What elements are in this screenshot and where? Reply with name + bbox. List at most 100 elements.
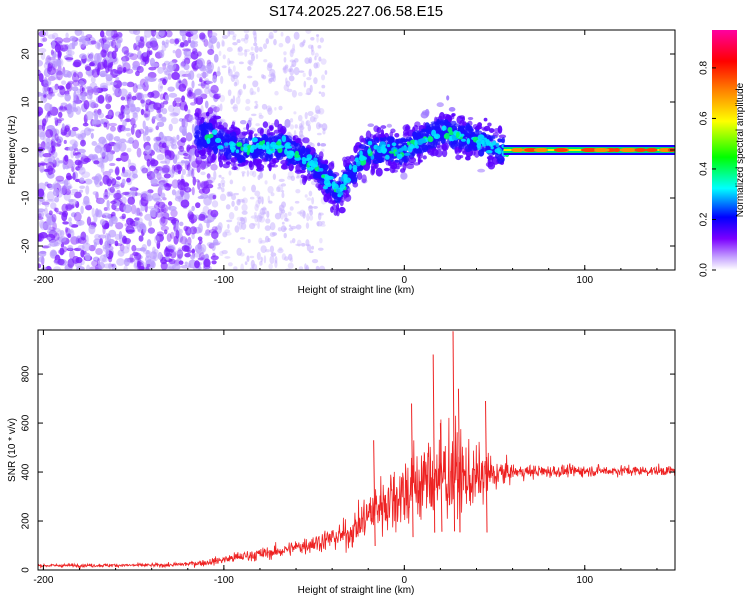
spectrogram-peak <box>281 135 287 143</box>
spectrogram-blob <box>231 200 235 207</box>
spectrogram-x-tick-label: -200 <box>33 275 53 286</box>
spectrogram-blob <box>191 186 195 196</box>
spectrogram-blob <box>81 171 91 179</box>
spectrogram-peak <box>249 146 255 154</box>
spectrogram-blob <box>173 97 183 103</box>
spectrogram-blob <box>150 260 156 269</box>
spectrogram-blob <box>189 226 197 235</box>
snr-x-tick-label: 0 <box>402 575 408 586</box>
spectrogram-blob <box>263 59 268 63</box>
spectrogram-blob <box>81 95 85 101</box>
spectrogram-blob <box>159 77 166 81</box>
spectrogram-y-tick-label: 10 <box>21 96 32 108</box>
spectrogram-blob <box>42 153 52 158</box>
spectrogram-blob <box>64 165 70 170</box>
spectrogram-blob <box>165 94 170 102</box>
spectrogram-blob <box>134 191 138 197</box>
spectrogram-blob <box>208 229 218 234</box>
spectrogram-blob <box>51 58 60 67</box>
spectrogram-blob <box>179 41 185 48</box>
spectrogram-peak <box>380 147 388 154</box>
spectrogram-blob <box>261 103 268 110</box>
spectrogram-blob <box>44 207 48 217</box>
spectrogram-blob <box>142 225 147 234</box>
spectrogram-blob <box>52 151 58 159</box>
spectrogram-blob <box>105 74 113 82</box>
spectrogram-blob <box>100 49 107 58</box>
spectrogram-blob <box>116 258 125 266</box>
spectrogram-blob <box>109 82 118 86</box>
spectrogram-blob <box>180 265 190 269</box>
spectrogram-blob <box>41 198 46 203</box>
spectrogram-blob <box>274 90 279 96</box>
spectrogram-blob <box>186 173 191 178</box>
spectrogram-blob <box>394 133 400 138</box>
spectrogram-blob <box>123 107 131 115</box>
spectrogram-blob <box>483 125 491 132</box>
spectrogram-blob <box>291 237 296 244</box>
spectrogram-blob <box>77 71 83 79</box>
spectrogram-blob <box>150 178 158 186</box>
spectrogram-blob <box>218 147 224 156</box>
spectrogram-blob <box>65 49 75 56</box>
spectrogram-blob <box>278 178 285 182</box>
spectrogram-blob <box>207 151 212 156</box>
spectrogram-blob <box>97 61 102 72</box>
spectrogram-blob <box>268 35 275 40</box>
spectrogram-peak <box>214 137 222 144</box>
spectrogram-blob <box>85 185 90 195</box>
spectrogram-blob <box>277 248 284 254</box>
spectrogram-blob <box>251 263 258 270</box>
spectrogram-blob <box>377 158 384 164</box>
spectrogram-peak <box>306 157 312 161</box>
spectrogram-blob <box>206 64 212 69</box>
spectrogram-blob <box>160 221 164 229</box>
spectrogram-blob <box>108 217 114 227</box>
spectrogram-peak <box>485 150 493 154</box>
spectrogram-blob <box>249 255 255 259</box>
spectrogram-blob <box>57 258 65 266</box>
spectrogram-peak <box>284 148 288 155</box>
spectrogram-blob <box>254 105 257 110</box>
spectrogram-peak <box>481 139 485 145</box>
spectrogram-blob <box>94 111 99 122</box>
spectrogram-blob <box>238 155 244 160</box>
spectrogram-blob <box>38 73 44 83</box>
spectrogram-y-tick-label: 0 <box>21 147 32 153</box>
spectrogram-blob <box>269 245 275 253</box>
spectrogram-blob <box>397 140 404 145</box>
spectrogram-blob <box>477 168 486 173</box>
spectrogram-blob <box>38 70 42 74</box>
spectrogram-blob <box>53 117 58 121</box>
spectrogram-blob <box>197 236 203 241</box>
spectrogram-blob <box>205 68 213 73</box>
spectrogram-peak <box>441 125 446 132</box>
spectrogram-blob <box>232 65 236 73</box>
spectrogram-blob <box>132 173 138 179</box>
snr-y-tick-label: 800 <box>21 365 32 382</box>
spectrogram-blob <box>73 71 77 78</box>
spectrogram-blob <box>219 193 227 202</box>
spectrogram-blob <box>97 94 105 104</box>
spectrogram-blob <box>153 168 160 174</box>
spectrogram-blob <box>295 189 301 194</box>
spectrogram-blob <box>283 84 290 91</box>
spectrogram-blob <box>82 200 91 207</box>
spectrogram-blob <box>268 200 273 204</box>
spectrogram-blob <box>161 167 170 174</box>
spectrogram-blob <box>228 170 232 176</box>
spectrogram-blob <box>122 47 127 54</box>
spectrogram-blob <box>402 129 409 136</box>
spectrogram-blob <box>74 191 82 199</box>
spectrogram-blob <box>299 177 303 185</box>
spectrogram-blob <box>265 218 271 224</box>
spectrogram-blob <box>461 147 466 154</box>
spectrogram-blob <box>64 154 69 162</box>
spectrogram-blob <box>218 93 221 96</box>
spectrogram-blob <box>278 105 283 111</box>
spectrogram-blob <box>210 209 219 218</box>
spectrogram-blob <box>191 168 195 179</box>
spectrogram-blob <box>187 36 192 44</box>
spectrogram-blob <box>313 152 318 159</box>
spectrogram-blob <box>185 132 193 142</box>
